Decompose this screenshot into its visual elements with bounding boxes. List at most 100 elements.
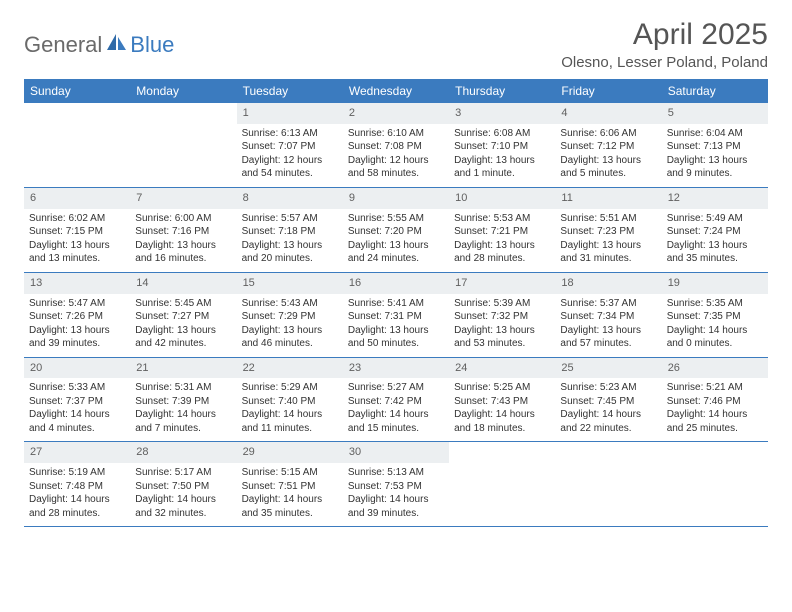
- sunrise-text: Sunrise: 5:37 AM: [560, 297, 656, 311]
- day-number: 20: [24, 358, 130, 379]
- week-row: 20Sunrise: 5:33 AMSunset: 7:37 PMDayligh…: [24, 358, 768, 443]
- sunset-text: Sunset: 7:35 PM: [667, 310, 763, 324]
- day-details: Sunrise: 5:15 AMSunset: 7:51 PMDaylight:…: [237, 463, 343, 526]
- sunrise-text: Sunrise: 6:02 AM: [29, 212, 125, 226]
- sunset-text: Sunset: 7:23 PM: [560, 225, 656, 239]
- day-number: 21: [130, 358, 236, 379]
- daylight-text: Daylight: 14 hours and 22 minutes.: [560, 408, 656, 435]
- daylight-text: Daylight: 13 hours and 24 minutes.: [348, 239, 444, 266]
- sunset-text: Sunset: 7:32 PM: [454, 310, 550, 324]
- day-details: Sunrise: 5:19 AMSunset: 7:48 PMDaylight:…: [24, 463, 130, 526]
- sunset-text: Sunset: 7:31 PM: [348, 310, 444, 324]
- sunrise-text: Sunrise: 6:10 AM: [348, 127, 444, 141]
- sunset-text: Sunset: 7:45 PM: [560, 395, 656, 409]
- dow-saturday: Saturday: [662, 79, 768, 103]
- day-cell: 1Sunrise: 6:13 AMSunset: 7:07 PMDaylight…: [237, 103, 343, 187]
- empty-cell: .: [449, 442, 555, 526]
- sunrise-text: Sunrise: 5:29 AM: [242, 381, 338, 395]
- day-details: Sunrise: 5:27 AMSunset: 7:42 PMDaylight:…: [343, 378, 449, 441]
- daylight-text: Daylight: 13 hours and 46 minutes.: [242, 324, 338, 351]
- day-number: 7: [130, 188, 236, 209]
- dow-sunday: Sunday: [24, 79, 130, 103]
- sunrise-text: Sunrise: 5:57 AM: [242, 212, 338, 226]
- sunrise-text: Sunrise: 5:49 AM: [667, 212, 763, 226]
- daylight-text: Daylight: 14 hours and 4 minutes.: [29, 408, 125, 435]
- calendar-page: General Blue April 2025 Olesno, Lesser P…: [0, 0, 792, 527]
- sunrise-text: Sunrise: 5:55 AM: [348, 212, 444, 226]
- day-details: Sunrise: 5:29 AMSunset: 7:40 PMDaylight:…: [237, 378, 343, 441]
- day-cell: 29Sunrise: 5:15 AMSunset: 7:51 PMDayligh…: [237, 442, 343, 526]
- empty-cell: .: [662, 442, 768, 526]
- day-details: Sunrise: 5:45 AMSunset: 7:27 PMDaylight:…: [130, 294, 236, 357]
- page-title: April 2025: [561, 18, 768, 52]
- day-cell: 26Sunrise: 5:21 AMSunset: 7:46 PMDayligh…: [662, 358, 768, 442]
- day-number: 3: [449, 103, 555, 124]
- daylight-text: Daylight: 13 hours and 35 minutes.: [667, 239, 763, 266]
- day-number: 29: [237, 442, 343, 463]
- day-cell: 21Sunrise: 5:31 AMSunset: 7:39 PMDayligh…: [130, 358, 236, 442]
- dow-friday: Friday: [555, 79, 661, 103]
- day-number: 15: [237, 273, 343, 294]
- day-cell: 12Sunrise: 5:49 AMSunset: 7:24 PMDayligh…: [662, 188, 768, 272]
- day-details: Sunrise: 6:08 AMSunset: 7:10 PMDaylight:…: [449, 124, 555, 187]
- daylight-text: Daylight: 14 hours and 25 minutes.: [667, 408, 763, 435]
- daylight-text: Daylight: 13 hours and 53 minutes.: [454, 324, 550, 351]
- day-cell: 7Sunrise: 6:00 AMSunset: 7:16 PMDaylight…: [130, 188, 236, 272]
- sunset-text: Sunset: 7:08 PM: [348, 140, 444, 154]
- sunrise-text: Sunrise: 5:25 AM: [454, 381, 550, 395]
- sunset-text: Sunset: 7:26 PM: [29, 310, 125, 324]
- day-details: Sunrise: 5:49 AMSunset: 7:24 PMDaylight:…: [662, 209, 768, 272]
- day-cell: 4Sunrise: 6:06 AMSunset: 7:12 PMDaylight…: [555, 103, 661, 187]
- sunrise-text: Sunrise: 5:41 AM: [348, 297, 444, 311]
- day-cell: 20Sunrise: 5:33 AMSunset: 7:37 PMDayligh…: [24, 358, 130, 442]
- day-cell: 16Sunrise: 5:41 AMSunset: 7:31 PMDayligh…: [343, 273, 449, 357]
- sail-icon: [107, 34, 127, 57]
- daylight-text: Daylight: 13 hours and 42 minutes.: [135, 324, 231, 351]
- sunrise-text: Sunrise: 5:17 AM: [135, 466, 231, 480]
- day-details: Sunrise: 5:23 AMSunset: 7:45 PMDaylight:…: [555, 378, 661, 441]
- day-number: 2: [343, 103, 449, 124]
- daylight-text: Daylight: 14 hours and 0 minutes.: [667, 324, 763, 351]
- day-number: 18: [555, 273, 661, 294]
- daylight-text: Daylight: 14 hours and 15 minutes.: [348, 408, 444, 435]
- title-block: April 2025 Olesno, Lesser Poland, Poland: [561, 18, 768, 71]
- day-number: 10: [449, 188, 555, 209]
- sunrise-text: Sunrise: 5:43 AM: [242, 297, 338, 311]
- sunrise-text: Sunrise: 5:15 AM: [242, 466, 338, 480]
- day-number: 8: [237, 188, 343, 209]
- day-details: Sunrise: 5:17 AMSunset: 7:50 PMDaylight:…: [130, 463, 236, 526]
- dow-wednesday: Wednesday: [343, 79, 449, 103]
- sunset-text: Sunset: 7:16 PM: [135, 225, 231, 239]
- sunset-text: Sunset: 7:29 PM: [242, 310, 338, 324]
- empty-cell: .: [130, 103, 236, 187]
- sunrise-text: Sunrise: 5:19 AM: [29, 466, 125, 480]
- day-cell: 8Sunrise: 5:57 AMSunset: 7:18 PMDaylight…: [237, 188, 343, 272]
- day-number: 30: [343, 442, 449, 463]
- day-details: Sunrise: 5:31 AMSunset: 7:39 PMDaylight:…: [130, 378, 236, 441]
- daylight-text: Daylight: 14 hours and 7 minutes.: [135, 408, 231, 435]
- days-of-week-header: SundayMondayTuesdayWednesdayThursdayFrid…: [24, 79, 768, 103]
- day-cell: 6Sunrise: 6:02 AMSunset: 7:15 PMDaylight…: [24, 188, 130, 272]
- daylight-text: Daylight: 14 hours and 39 minutes.: [348, 493, 444, 520]
- dow-thursday: Thursday: [449, 79, 555, 103]
- day-cell: 5Sunrise: 6:04 AMSunset: 7:13 PMDaylight…: [662, 103, 768, 187]
- daylight-text: Daylight: 13 hours and 39 minutes.: [29, 324, 125, 351]
- sunset-text: Sunset: 7:42 PM: [348, 395, 444, 409]
- day-details: Sunrise: 5:37 AMSunset: 7:34 PMDaylight:…: [555, 294, 661, 357]
- day-cell: 18Sunrise: 5:37 AMSunset: 7:34 PMDayligh…: [555, 273, 661, 357]
- day-cell: 19Sunrise: 5:35 AMSunset: 7:35 PMDayligh…: [662, 273, 768, 357]
- day-number: 28: [130, 442, 236, 463]
- day-number: 19: [662, 273, 768, 294]
- sunrise-text: Sunrise: 5:47 AM: [29, 297, 125, 311]
- day-details: Sunrise: 5:39 AMSunset: 7:32 PMDaylight:…: [449, 294, 555, 357]
- week-row: ..1Sunrise: 6:13 AMSunset: 7:07 PMDaylig…: [24, 103, 768, 188]
- day-details: Sunrise: 5:57 AMSunset: 7:18 PMDaylight:…: [237, 209, 343, 272]
- sunset-text: Sunset: 7:27 PM: [135, 310, 231, 324]
- day-number: 16: [343, 273, 449, 294]
- dow-monday: Monday: [130, 79, 236, 103]
- sunset-text: Sunset: 7:48 PM: [29, 480, 125, 494]
- sunrise-text: Sunrise: 5:53 AM: [454, 212, 550, 226]
- sunset-text: Sunset: 7:46 PM: [667, 395, 763, 409]
- sunset-text: Sunset: 7:50 PM: [135, 480, 231, 494]
- daylight-text: Daylight: 13 hours and 5 minutes.: [560, 154, 656, 181]
